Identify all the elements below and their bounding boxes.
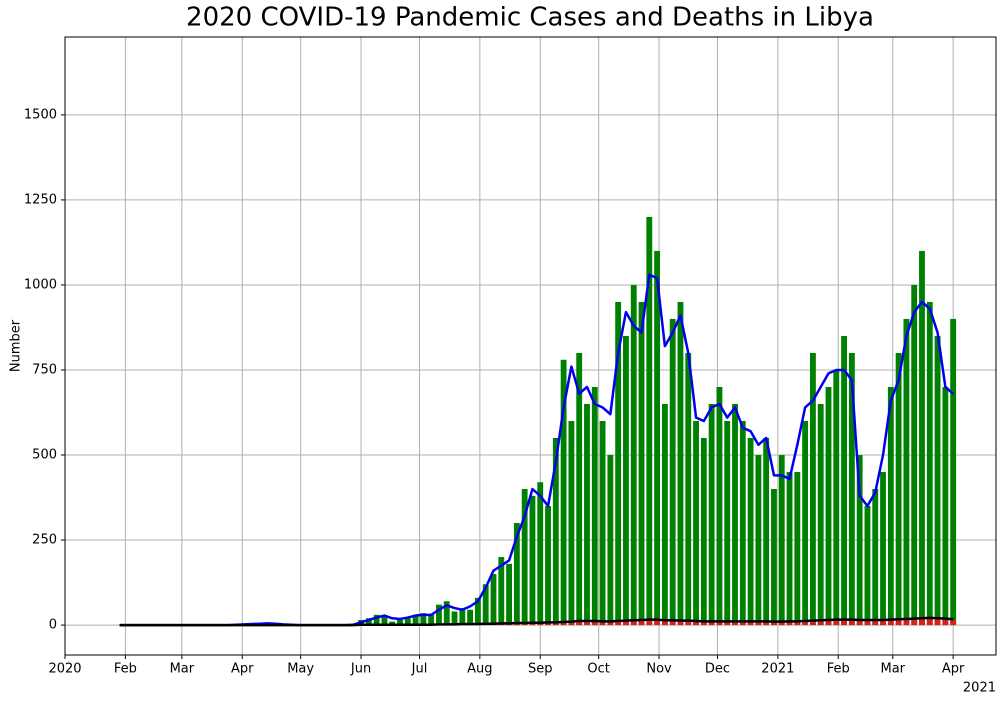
y-tick-label: 500 (32, 448, 57, 463)
bar (467, 610, 473, 625)
bar (818, 404, 824, 625)
x-tick-label: Mar (170, 662, 195, 677)
bar (950, 319, 956, 625)
bar (802, 421, 808, 625)
x-tick-label: 2020 (48, 662, 81, 677)
bar (903, 319, 909, 625)
bar (911, 285, 917, 625)
bar (631, 285, 637, 625)
x-tick-label: Jun (350, 662, 371, 677)
bar (763, 438, 769, 625)
bar (709, 404, 715, 625)
x-tick-label: May (287, 662, 314, 677)
bar (678, 302, 684, 625)
bar (530, 496, 536, 625)
bar (919, 251, 925, 625)
bar (724, 421, 730, 625)
x-tick-label: Feb (827, 662, 850, 677)
bar (779, 455, 785, 625)
bar (755, 455, 761, 625)
bar (865, 506, 871, 625)
bar (584, 404, 590, 625)
bar (639, 302, 645, 625)
bar (872, 489, 878, 625)
bar (826, 387, 832, 625)
bar (717, 387, 723, 625)
bar (607, 455, 613, 625)
x-tick-label: 2021 (761, 662, 794, 677)
bar (662, 621, 668, 625)
x-tick-label: Mar (881, 662, 906, 677)
x-tick-label: Dec (705, 662, 730, 677)
bar (662, 404, 668, 625)
bar (740, 421, 746, 625)
bar (452, 611, 458, 625)
x-tick-label: Apr (942, 662, 965, 677)
x-tick-label: Sep (528, 662, 553, 677)
bar (787, 472, 793, 625)
bar (748, 438, 754, 625)
bar (794, 472, 800, 625)
y-tick-label: 1000 (24, 277, 57, 292)
bar (600, 421, 606, 625)
bar (732, 404, 738, 625)
y-tick-label: 750 (32, 362, 57, 377)
bar (670, 319, 676, 625)
x-tick-label: Nov (646, 662, 672, 677)
bar (810, 353, 816, 625)
bar (935, 336, 941, 625)
offset-label: 2021 (963, 681, 996, 696)
bar (833, 370, 839, 625)
bar (685, 353, 691, 625)
y-tick-label: 1250 (24, 192, 57, 207)
x-tick-label: Jul (411, 662, 428, 677)
x-tick-label: Feb (114, 662, 137, 677)
x-tick-label: Oct (587, 662, 609, 677)
x-tick-label: Aug (467, 662, 492, 677)
bar (693, 421, 699, 625)
bar (592, 387, 598, 625)
bar (506, 564, 512, 625)
bar (623, 336, 629, 625)
bar (841, 336, 847, 625)
bar (950, 620, 956, 625)
y-tick-label: 0 (49, 618, 57, 633)
bar (654, 251, 660, 625)
bar (537, 482, 543, 625)
bar (942, 387, 948, 625)
bar (896, 353, 902, 625)
chart-title: 2020 COVID-19 Pandemic Cases and Deaths … (186, 3, 874, 33)
bar (491, 574, 497, 625)
bar (568, 421, 574, 625)
y-tick-label: 1500 (24, 107, 57, 122)
x-tick-label: Apr (231, 662, 254, 677)
bar (927, 302, 933, 625)
bar (545, 506, 551, 625)
bar (701, 438, 707, 625)
bar (771, 489, 777, 625)
bar (880, 472, 886, 625)
y-tick-label: 250 (32, 533, 57, 548)
y-axis-label: Number (9, 319, 24, 372)
